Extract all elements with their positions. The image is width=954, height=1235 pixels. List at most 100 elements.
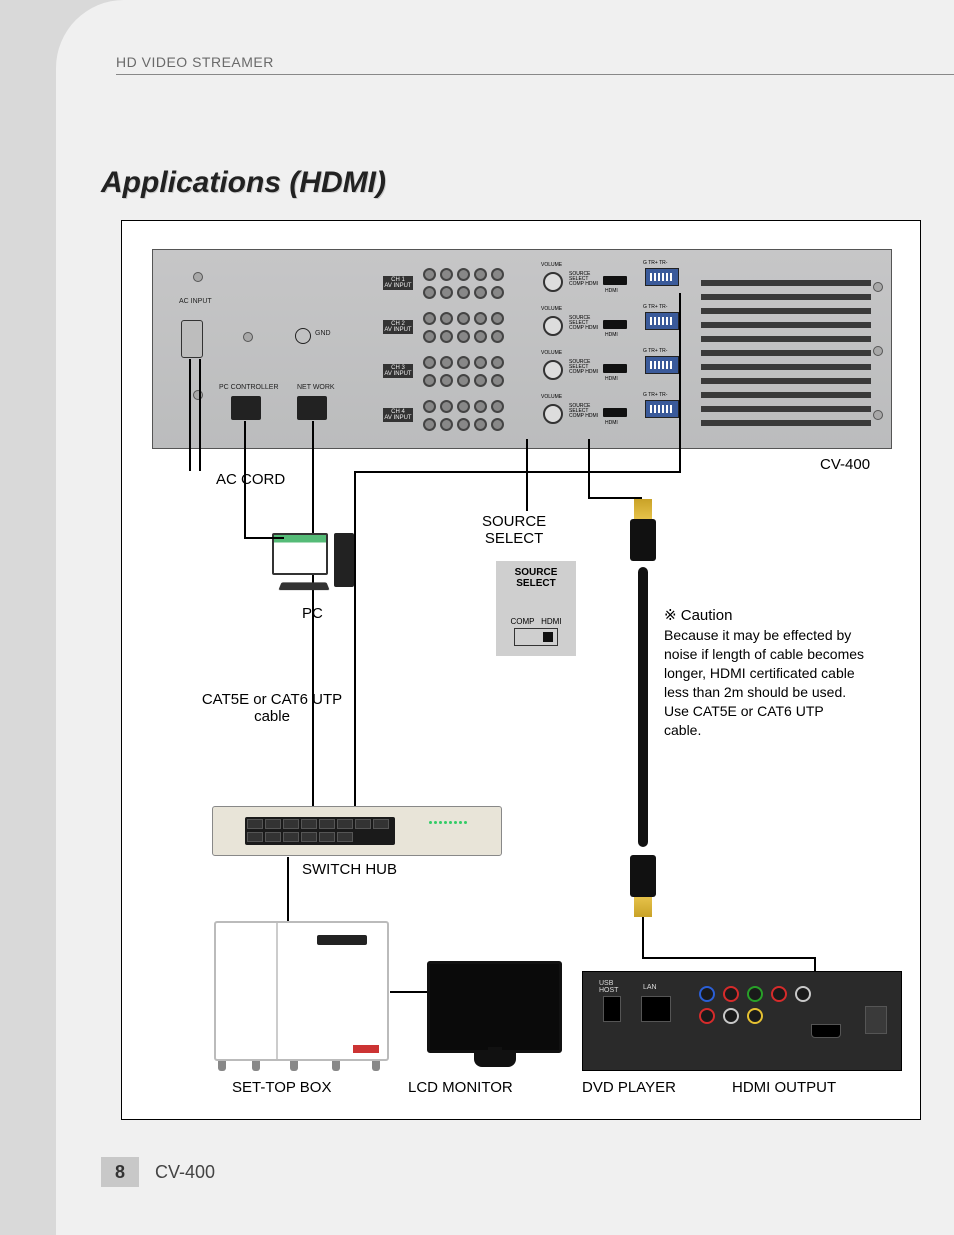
screw-icon xyxy=(873,346,883,356)
cat-cable-label: CAT5E or CAT6 UTP cable xyxy=(182,691,362,725)
volume-label: VOLUME xyxy=(541,394,562,400)
rca-row-icon xyxy=(421,268,506,304)
wire xyxy=(642,957,814,959)
document-page: HD VIDEO STREAMER Applications (HDMI) AC… xyxy=(56,0,954,1235)
cv400-rear-panel: AC INPUT GND PC CONTROLLER NET WORK CH 1… xyxy=(152,249,892,449)
src-select-label: SOURCE SELECT COMP HDMI xyxy=(569,404,598,419)
hdmi-port-icon xyxy=(603,276,627,285)
volume-knob-icon xyxy=(543,360,563,380)
dvd-label: DVD PLAYER xyxy=(582,1079,676,1096)
lcd-monitor-icon xyxy=(427,961,562,1053)
hdmi-label: HDMI xyxy=(605,332,618,338)
wire xyxy=(189,359,191,471)
source-select-label: SOURCE SELECT xyxy=(482,513,546,547)
volume-knob-icon xyxy=(543,404,563,424)
optical-port-icon xyxy=(865,1006,887,1034)
screw-icon xyxy=(193,390,203,400)
hdmi-label: HDMI xyxy=(605,420,618,426)
dvd-usb-label: USB HOST xyxy=(599,980,618,994)
dvd-lan-label: LAN xyxy=(643,984,657,991)
ac-input-label: AC INPUT xyxy=(179,298,212,305)
volume-knob-icon xyxy=(543,316,563,336)
utp-label: G TR+ TR- xyxy=(643,348,667,354)
src-box-left: COMP xyxy=(510,617,534,626)
utp-label: G TR+ TR- xyxy=(643,260,667,266)
src-box-right: HDMI xyxy=(541,617,561,626)
gnd-label: GND xyxy=(315,330,331,337)
cv400-label: CV-400 xyxy=(820,456,870,473)
screw-icon xyxy=(243,332,253,342)
gnd-terminal-icon xyxy=(295,328,311,344)
header-rule xyxy=(116,74,954,75)
page-number: 8 xyxy=(101,1157,139,1187)
src-select-label: SOURCE SELECT COMP HDMI xyxy=(569,360,598,375)
rca-row-icon xyxy=(421,312,506,348)
screw-icon xyxy=(873,410,883,420)
network-label: NET WORK xyxy=(297,384,335,391)
wire xyxy=(588,439,590,499)
utp-label: G TR+ TR- xyxy=(643,304,667,310)
ac-cord-label: AC CORD xyxy=(216,471,285,488)
volume-label: VOLUME xyxy=(541,350,562,356)
rca-jack-icon xyxy=(699,1008,715,1024)
wire xyxy=(526,439,528,511)
src-box-title: SOURCE SELECT xyxy=(496,567,576,589)
wire xyxy=(287,857,289,923)
set-top-box-icon xyxy=(214,921,389,1061)
utp-port-icon xyxy=(645,356,679,374)
ch4-row: CH 4 AV INPUT VOLUME SOURCE SELECT COMP … xyxy=(383,396,713,436)
ch-label: CH 1 AV INPUT xyxy=(383,276,413,290)
screw-icon xyxy=(193,272,203,282)
rca-jack-icon xyxy=(747,986,763,1002)
pc-controller-label: PC CONTROLLER xyxy=(219,384,279,391)
lcd-label: LCD MONITOR xyxy=(408,1079,513,1096)
hdmi-plug-icon xyxy=(630,847,656,917)
lcd-stand-icon xyxy=(474,1053,516,1067)
hdmi-port-icon xyxy=(603,364,627,373)
utp-port-icon xyxy=(645,268,679,286)
wire xyxy=(390,991,432,993)
hdmi-output-label: HDMI OUTPUT xyxy=(732,1079,836,1096)
ch3-row: CH 3 AV INPUT VOLUME SOURCE SELECT COMP … xyxy=(383,352,713,392)
lan-port-icon xyxy=(641,996,671,1022)
wire xyxy=(244,537,284,539)
rca-jack-icon xyxy=(723,986,739,1002)
hdmi-port-icon xyxy=(603,408,627,417)
ch-label: CH 4 AV INPUT xyxy=(383,408,413,422)
rca-jack-icon xyxy=(699,986,715,1002)
dvd-player-rear-icon: USB HOST LAN xyxy=(582,971,902,1071)
page-footer: 8 CV-400 xyxy=(56,1157,215,1187)
source-select-detail: SOURCE SELECT COMP HDMI xyxy=(496,561,576,656)
rca-jack-icon xyxy=(747,1008,763,1024)
hdmi-cable-icon xyxy=(638,567,648,847)
wire xyxy=(679,293,681,473)
dvd-rca-group xyxy=(699,986,813,1026)
rca-jack-icon xyxy=(723,1008,739,1024)
hdmi-plug-icon xyxy=(630,499,656,569)
volume-label: VOLUME xyxy=(541,262,562,268)
usb-port-icon xyxy=(603,996,621,1022)
pc-controller-port-icon xyxy=(231,396,261,420)
rca-row-icon xyxy=(421,400,506,436)
page-title: Applications (HDMI) xyxy=(101,166,386,200)
wire xyxy=(642,917,644,957)
screw-icon xyxy=(873,282,883,292)
caution-body: Because it may be effected by noise if l… xyxy=(664,626,864,739)
wire xyxy=(354,471,681,473)
dvd-hdmi-port-icon xyxy=(811,1024,841,1038)
ch-label: CH 3 AV INPUT xyxy=(383,364,413,378)
wire xyxy=(244,421,246,537)
ch-label: CH 2 AV INPUT xyxy=(383,320,413,334)
ac-inlet-icon xyxy=(181,320,203,358)
pc-label: PC xyxy=(302,605,323,622)
footer-model: CV-400 xyxy=(155,1162,215,1183)
rca-row-icon xyxy=(421,356,506,392)
utp-label: G TR+ TR- xyxy=(643,392,667,398)
pc-icon xyxy=(272,533,362,603)
wire xyxy=(199,359,201,471)
switch-hub-label: SWITCH HUB xyxy=(302,861,397,878)
rca-jack-icon xyxy=(795,986,811,1002)
network-port-icon xyxy=(297,396,327,420)
hdmi-label: HDMI xyxy=(605,288,618,294)
rca-jack-icon xyxy=(771,986,787,1002)
